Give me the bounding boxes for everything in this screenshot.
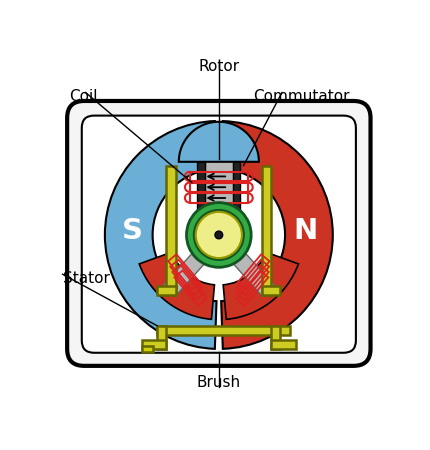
Bar xyxy=(205,159,233,213)
Wedge shape xyxy=(187,202,251,267)
Bar xyxy=(157,326,166,349)
Text: N: N xyxy=(293,217,317,245)
FancyBboxPatch shape xyxy=(82,116,356,353)
Wedge shape xyxy=(139,252,215,320)
Bar xyxy=(172,265,204,300)
Polygon shape xyxy=(203,159,234,216)
Bar xyxy=(142,340,166,349)
Text: Commutator: Commutator xyxy=(254,89,350,104)
Text: Stator: Stator xyxy=(62,271,109,286)
Bar xyxy=(157,286,176,295)
Bar xyxy=(237,265,269,300)
Bar xyxy=(190,183,248,192)
Bar xyxy=(190,172,248,181)
Circle shape xyxy=(215,231,223,239)
Bar xyxy=(237,260,269,295)
Bar xyxy=(166,166,176,295)
Polygon shape xyxy=(223,243,274,295)
Text: Brush: Brush xyxy=(197,375,241,390)
Bar xyxy=(262,286,280,295)
Polygon shape xyxy=(163,243,215,295)
Text: S: S xyxy=(122,217,143,245)
Bar xyxy=(168,254,200,289)
Wedge shape xyxy=(105,121,217,349)
Bar xyxy=(271,326,280,349)
Bar xyxy=(197,162,205,212)
Wedge shape xyxy=(223,252,298,320)
Bar xyxy=(271,340,296,349)
Bar xyxy=(233,162,240,212)
Bar xyxy=(175,270,206,306)
Wedge shape xyxy=(179,122,259,162)
Bar xyxy=(237,254,270,289)
Text: Rotor: Rotor xyxy=(198,59,240,74)
Wedge shape xyxy=(221,121,333,349)
Bar xyxy=(157,326,290,335)
Bar xyxy=(142,346,153,352)
FancyBboxPatch shape xyxy=(67,101,371,366)
Bar xyxy=(237,270,268,306)
Text: Coil: Coil xyxy=(69,89,97,104)
Circle shape xyxy=(196,212,242,258)
Bar xyxy=(190,194,248,202)
Bar xyxy=(262,166,271,295)
Bar xyxy=(170,260,202,295)
